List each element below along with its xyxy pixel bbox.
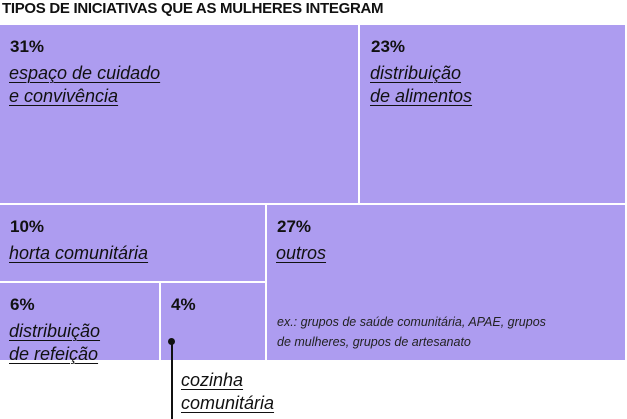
treemap-cell — [0, 25, 358, 203]
treemap-cell — [0, 283, 159, 360]
value-label: 23% — [371, 37, 406, 56]
value-label: 31% — [10, 37, 45, 56]
treemap-cell — [360, 25, 625, 203]
value-label: 4% — [171, 295, 196, 314]
annotation: ex.: grupos de saúde comunitária, APAE, … — [277, 315, 546, 349]
treemap-cell — [0, 205, 265, 281]
value-label: 6% — [10, 295, 35, 314]
treemap-cell — [267, 205, 625, 360]
category-label: espaço de cuidado e convivência — [9, 63, 161, 106]
category-label: cozinha comunitária — [181, 370, 275, 413]
value-label: 27% — [277, 217, 312, 236]
category-label: horta comunitária — [9, 243, 149, 263]
category-label: distribuição de alimentos — [370, 63, 473, 106]
chart-title: TIPOS DE INICIATIVAS QUE AS MULHERES INT… — [2, 0, 384, 17]
leader-line — [171, 341, 173, 419]
category-label: outros — [276, 243, 327, 263]
value-label: 10% — [10, 217, 45, 236]
treemap-cell — [161, 283, 265, 360]
category-label: distribuição de refeição — [9, 321, 101, 364]
